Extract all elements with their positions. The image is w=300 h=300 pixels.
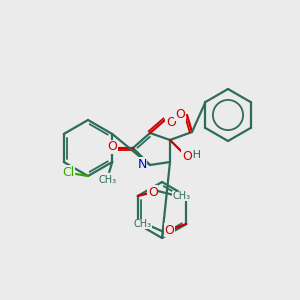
Text: CH₃: CH₃ [173, 191, 191, 201]
Text: O: O [164, 224, 174, 236]
Text: O: O [148, 185, 158, 199]
Text: CH₃: CH₃ [98, 175, 116, 185]
Text: O: O [166, 116, 176, 128]
Text: O: O [107, 140, 117, 154]
Text: Cl: Cl [62, 166, 74, 178]
Text: O: O [175, 107, 185, 121]
Text: N: N [137, 158, 147, 170]
Text: O: O [182, 149, 192, 163]
Text: ·H: ·H [190, 150, 202, 160]
Text: CH₃: CH₃ [133, 219, 151, 229]
